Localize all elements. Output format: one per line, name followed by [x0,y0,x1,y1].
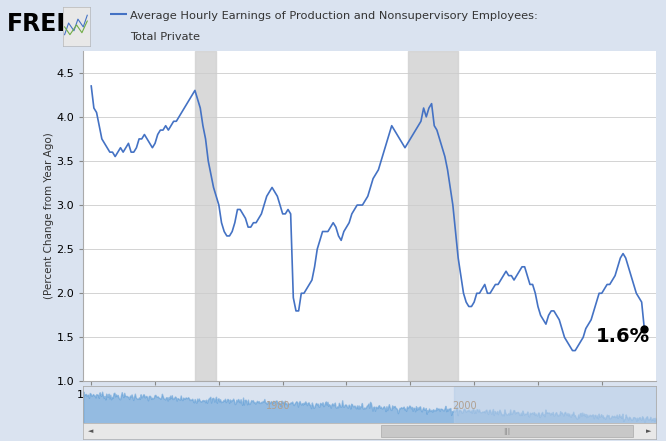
Text: 1.6%: 1.6% [595,327,649,346]
Text: 1980: 1980 [266,401,290,411]
Bar [454,386,656,423]
Text: ◄: ◄ [88,428,93,434]
Text: ►: ► [646,428,651,434]
Y-axis label: (Percent Change from Year Ago): (Percent Change from Year Ago) [44,133,54,299]
Text: FRED: FRED [7,12,77,36]
Text: Average Hourly Earnings of Production and Nonsupervisory Employees:: Average Hourly Earnings of Production an… [130,11,537,21]
Bar [195,51,216,381]
Text: Total Private: Total Private [130,32,200,41]
Text: 2000: 2000 [452,401,476,411]
Bar [408,51,458,381]
Text: |||: ||| [503,428,511,434]
FancyBboxPatch shape [381,425,633,437]
